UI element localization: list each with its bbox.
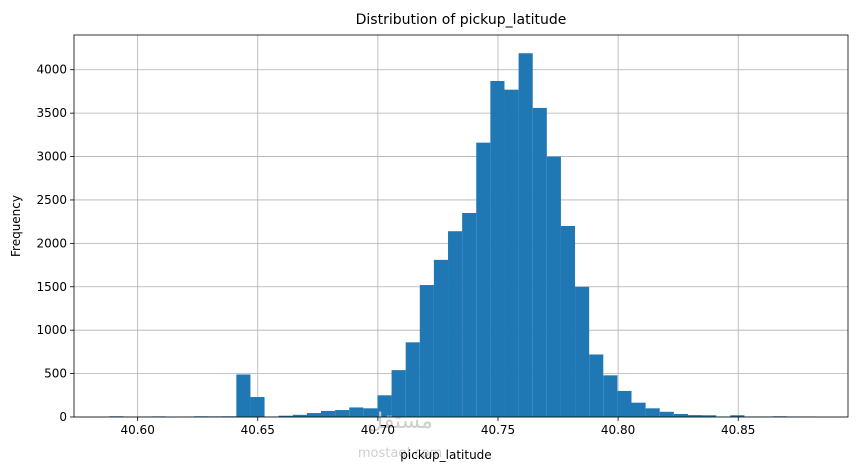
histogram-bar — [292, 414, 307, 417]
histogram-bar — [687, 415, 703, 417]
x-tick-label: 40.70 — [361, 423, 395, 437]
histogram-bar — [335, 410, 350, 417]
histogram-bar — [589, 354, 604, 417]
histogram-bar — [504, 89, 519, 417]
watermark-arabic: مستقل — [367, 409, 433, 434]
histogram-bar — [419, 285, 434, 417]
x-tick-label: 40.65 — [241, 423, 275, 437]
histogram-bar — [433, 259, 449, 417]
watermark-latin: mostaql.com — [358, 446, 442, 461]
histogram-bar — [575, 286, 590, 417]
histogram-bar — [349, 407, 364, 417]
y-tick-label: 500 — [44, 367, 67, 381]
y-tick-label: 2500 — [36, 193, 67, 207]
x-tick-label: 40.80 — [601, 423, 635, 437]
histogram-bar — [250, 397, 265, 417]
histogram-bar — [603, 375, 618, 417]
histogram-bar — [321, 410, 336, 417]
watermark: مستقل mostaql.com — [358, 409, 442, 461]
histogram-bar — [673, 413, 688, 417]
histogram-bar — [659, 411, 674, 417]
histogram-bar — [617, 390, 632, 417]
histogram-bar — [490, 81, 505, 417]
histogram-bar — [546, 156, 561, 417]
x-tick-label: 40.60 — [120, 423, 154, 437]
histogram-bar — [448, 231, 463, 417]
chart-title: Distribution of pickup_latitude — [356, 12, 567, 28]
histogram-bar — [236, 374, 251, 417]
histogram-bar — [631, 402, 646, 417]
histogram-bar — [363, 408, 378, 417]
y-tick-label: 3500 — [36, 106, 67, 120]
y-axis-ticks: 0 500 1000 1500 2000 2500 3000 3500 4000 — [36, 63, 74, 424]
y-tick-label: 2000 — [36, 236, 67, 250]
histogram-bar — [702, 415, 717, 417]
x-tick-label: 40.85 — [721, 423, 755, 437]
grid-lines — [74, 35, 848, 418]
y-tick-label: 4000 — [36, 63, 67, 77]
histogram-bar — [560, 226, 576, 417]
histogram-bar — [462, 212, 477, 417]
y-tick-label: 0 — [59, 410, 67, 424]
histogram-bar — [278, 415, 293, 417]
y-tick-label: 1500 — [36, 280, 67, 294]
histogram-bar — [532, 107, 547, 417]
x-axis-title: pickup_latitude — [400, 448, 491, 462]
histogram-bar — [391, 370, 406, 417]
y-axis-title: Frequency — [9, 195, 23, 257]
histogram-bar — [306, 413, 322, 417]
x-tick-label: 40.75 — [481, 423, 515, 437]
histogram-bar — [377, 395, 392, 417]
histogram-bar — [730, 415, 745, 417]
histogram-bars — [109, 53, 815, 418]
axes-frame — [73, 34, 849, 418]
x-axis-ticks: 40.60 40.65 40.70 40.75 40.80 40.85 — [120, 417, 755, 437]
histogram-bar — [405, 342, 420, 417]
histogram-bar — [476, 142, 491, 417]
y-tick-label: 1000 — [36, 323, 67, 337]
y-tick-label: 3000 — [36, 150, 67, 164]
histogram-bar — [645, 408, 660, 417]
plot-frame — [73, 34, 849, 418]
histogram-bar — [518, 53, 533, 418]
